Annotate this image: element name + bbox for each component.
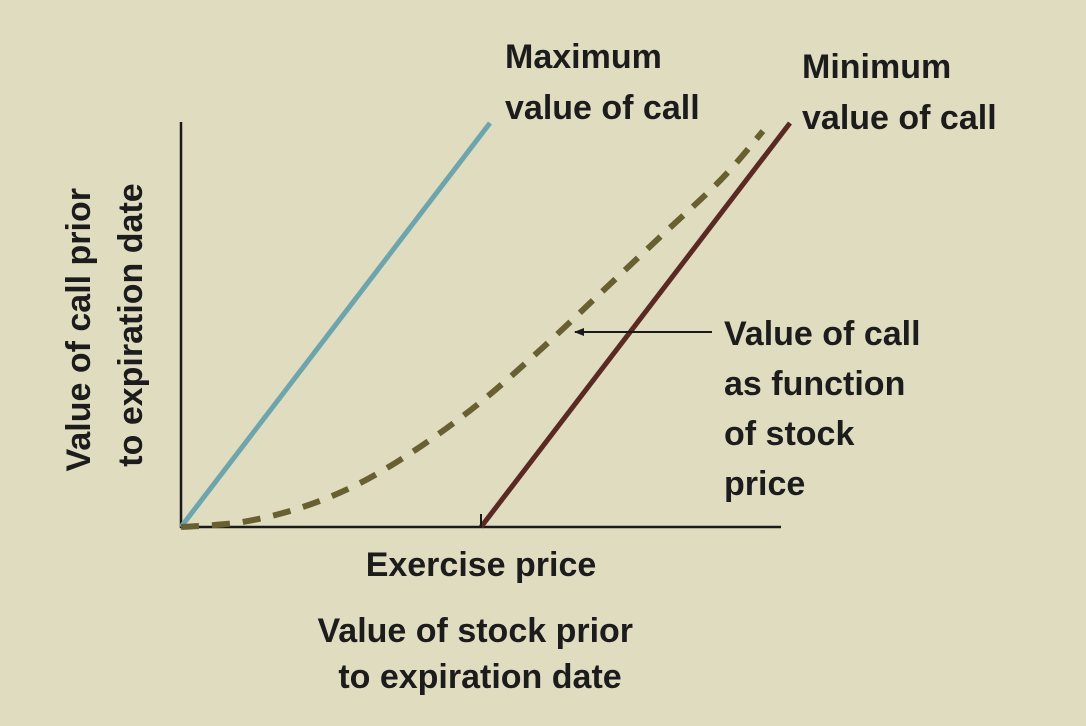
series-max-line — [179, 121, 492, 529]
x-axis-title-line-1: Value of stock prior — [318, 612, 634, 650]
x-axis-title: Value of stock prior to expiration date — [318, 612, 643, 696]
call-curve-label: Value of call as function of stock price — [724, 315, 930, 503]
min-line-label-line-1: Minimum — [802, 48, 951, 86]
max-line-label: Maximum value of call — [505, 38, 700, 127]
exercise-price-label: Exercise price — [366, 546, 597, 584]
series-min-line — [479, 121, 792, 529]
call-curve-label-line-4: price — [724, 465, 805, 503]
call-curve-label-line-2: as function — [724, 365, 905, 403]
y-axis-title-line-2: to expiration date — [112, 183, 150, 466]
x-axis-title-line-2: to expiration date — [338, 658, 621, 696]
min-line-label-line-2: value of call — [802, 99, 997, 137]
call-curve-label-line-1: Value of call — [724, 315, 921, 353]
min-line-label: Minimum value of call — [802, 48, 997, 137]
call-curve-label-line-3: of stock — [724, 415, 854, 453]
max-line-label-line-2: value of call — [505, 89, 700, 127]
y-axis-title-line-1: Value of call prior — [60, 188, 98, 471]
series-call-line — [180, 129, 766, 530]
max-line-label-line-1: Maximum — [505, 38, 662, 76]
y-axis-title: Value of call prior to expiration date — [60, 179, 150, 472]
